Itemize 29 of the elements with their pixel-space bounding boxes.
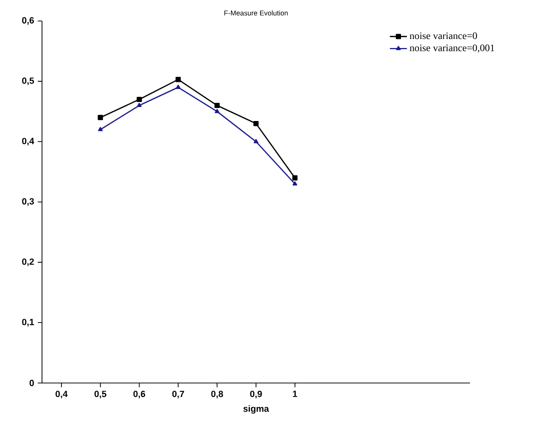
- point: [136, 102, 142, 108]
- x-tick-label: 1: [292, 390, 298, 397]
- point: [292, 175, 298, 180]
- y-tick-label: 0,6: [22, 17, 34, 25]
- point: [292, 181, 298, 186]
- x-tick-label: 0,6: [133, 390, 146, 398]
- x-tick-label: 0,9: [250, 390, 262, 398]
- y-tick-label: 0,4: [22, 138, 34, 146]
- x-tick-label: 0,5: [94, 390, 106, 398]
- point: [253, 120, 259, 126]
- point: [98, 114, 103, 120]
- point: [136, 96, 142, 102]
- y-tick-label: 0,3: [22, 198, 34, 206]
- x-tick-label: 0,8: [211, 390, 224, 398]
- point: [214, 108, 220, 114]
- y-tick-label: 0,5: [22, 77, 34, 86]
- point: [214, 102, 220, 108]
- point: [176, 84, 181, 89]
- legend-label: noise variance=0: [410, 32, 477, 40]
- x-tick-label: 0,7: [172, 390, 184, 398]
- x-tick-label: 0,4: [56, 390, 68, 398]
- y-tick-label: 0,1: [22, 318, 34, 326]
- legend-label: noise variance=0,001: [410, 44, 494, 53]
- x-axis-title: sigma: [243, 405, 270, 414]
- point: [176, 76, 181, 82]
- point: [98, 126, 103, 132]
- y-tick-label: 0: [30, 380, 34, 386]
- point: [254, 139, 258, 144]
- y-tick-label: 0,2: [22, 258, 34, 266]
